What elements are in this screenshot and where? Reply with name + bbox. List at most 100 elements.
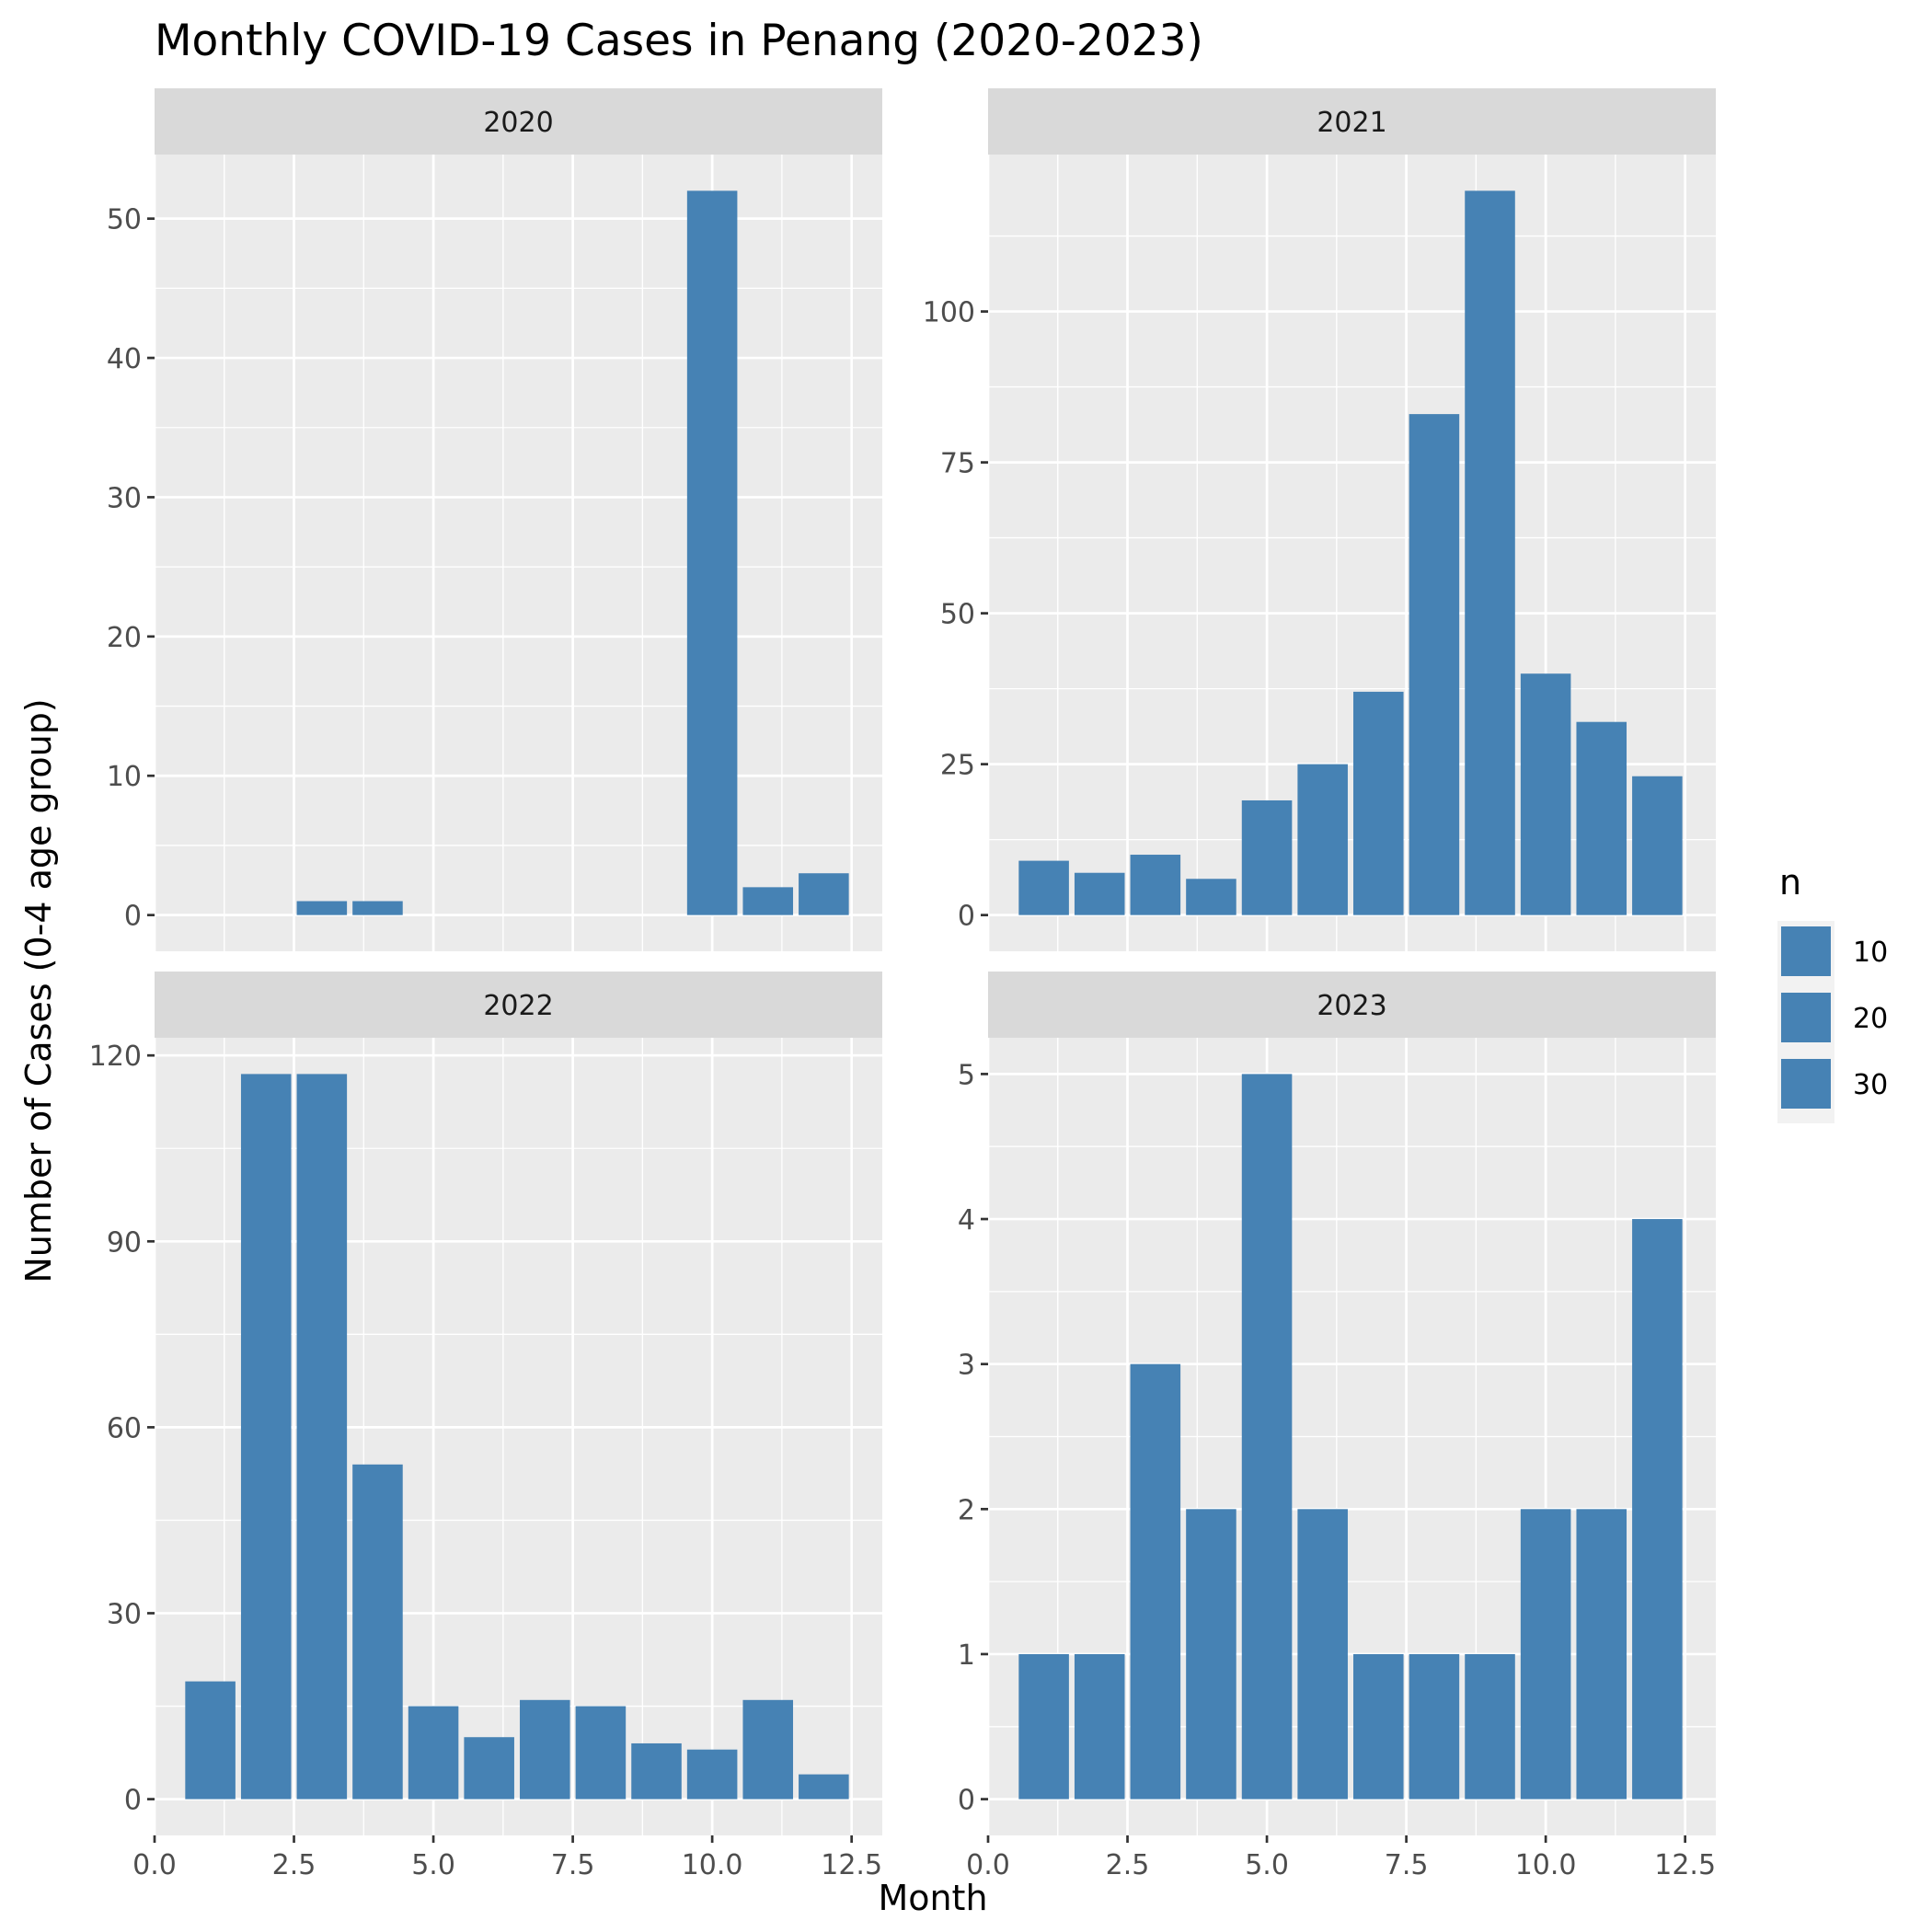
y-tick-label: 1 <box>958 1639 975 1672</box>
bar-2022-month-7 <box>520 1699 570 1800</box>
x-tick-label: 7.5 <box>551 1849 595 1881</box>
bar-2021-month-4 <box>1186 879 1236 915</box>
legend-label: 20 <box>1853 1003 1888 1035</box>
facet-strip-label: 2020 <box>483 107 553 139</box>
bar-2021-month-6 <box>1297 764 1348 915</box>
chart-title: Monthly COVID-19 Cases in Penang (2020-2… <box>155 16 1203 66</box>
bar-2022-month-6 <box>464 1737 514 1800</box>
facet-strip-label: 2023 <box>1317 990 1386 1022</box>
facet-panels: 2020010203040502021025507510020220306090… <box>89 88 1716 1881</box>
y-tick-label: 30 <box>107 1598 142 1630</box>
x-tick-label: 0.0 <box>132 1849 177 1881</box>
x-tick-label: 12.5 <box>821 1849 882 1881</box>
bar-2023-month-11 <box>1576 1509 1627 1800</box>
facet-strip-label: 2021 <box>1317 107 1386 139</box>
y-tick-label: 25 <box>940 750 975 782</box>
x-tick-label: 0.0 <box>966 1849 1010 1881</box>
y-tick-label: 0 <box>958 1785 975 1817</box>
x-tick-label: 10.0 <box>682 1849 743 1881</box>
bar-2022-month-4 <box>352 1464 403 1800</box>
y-tick-label: 0 <box>124 901 142 933</box>
bar-2020-month-3 <box>296 901 348 915</box>
y-axis-title: Number of Cases (0-4 age group) <box>18 698 59 1282</box>
bar-2022-month-12 <box>799 1774 849 1800</box>
x-tick-label: 2.5 <box>272 1849 316 1881</box>
bar-2021-month-11 <box>1576 721 1627 915</box>
bar-2023-month-1 <box>1018 1653 1069 1800</box>
y-tick-label: 0 <box>124 1785 142 1817</box>
facet-2021: 2021 0 25 50 75 100 <box>923 88 1716 951</box>
y-tick-label: 50 <box>940 599 975 631</box>
x-tick-label: 2.5 <box>1106 1849 1150 1881</box>
x-tick-label: 10.0 <box>1515 1849 1577 1881</box>
y-tick-label: 4 <box>958 1204 975 1236</box>
facet-2022: 2022 0 30 60 90 120 0.0 2.5 5.0 7.5 10.0 12.5 <box>89 972 882 1881</box>
x-tick-label: 7.5 <box>1385 1849 1429 1881</box>
legend-key <box>1781 993 1831 1042</box>
bar-2021-month-12 <box>1632 776 1683 915</box>
bar-2022-month-10 <box>686 1749 738 1800</box>
y-tick-label: 75 <box>940 448 975 480</box>
bar-2023-month-7 <box>1353 1653 1404 1800</box>
bar-2020-month-4 <box>352 901 403 915</box>
y-tick-label: 30 <box>107 482 142 514</box>
y-tick-label: 5 <box>958 1059 975 1091</box>
y-tick-label: 0 <box>958 901 975 933</box>
bar-2022-month-5 <box>408 1706 459 1800</box>
x-axis-title: Month <box>878 1878 987 1918</box>
legend: n 10 20 30 <box>1777 862 1888 1123</box>
bar-2020-month-10 <box>686 190 738 915</box>
bar-2023-month-2 <box>1074 1653 1125 1800</box>
y-tick-label: 3 <box>958 1350 975 1382</box>
facet-strip <box>988 972 1716 1038</box>
y-tick-label: 10 <box>107 761 142 793</box>
bar-2022-month-2 <box>240 1074 292 1800</box>
facet-strip <box>155 972 882 1038</box>
y-tick-label: 20 <box>107 622 142 654</box>
bar-2021-month-5 <box>1241 799 1293 915</box>
bar-2021-month-8 <box>1409 414 1460 915</box>
facet-strip-label: 2022 <box>483 990 553 1022</box>
bar-2023-month-9 <box>1465 1653 1515 1800</box>
facet-2020: 2020 0 10 20 30 40 50 <box>107 88 882 951</box>
legend-key <box>1781 926 1831 976</box>
bar-2023-month-3 <box>1130 1363 1181 1800</box>
bar-2021-month-9 <box>1465 190 1515 915</box>
x-tick-label: 5.0 <box>1245 1849 1289 1881</box>
facet-2023: 2023 0 1 2 3 4 5 0.0 2.5 5.0 7.5 10.0 12.5 <box>958 972 1716 1881</box>
bar-2022-month-1 <box>185 1681 236 1800</box>
bar-2020-month-11 <box>742 887 794 915</box>
y-tick-label: 2 <box>958 1494 975 1526</box>
bar-2021-month-3 <box>1130 855 1181 915</box>
bar-2020-month-12 <box>799 873 849 915</box>
y-tick-label: 60 <box>107 1412 142 1444</box>
bar-2022-month-9 <box>631 1742 682 1800</box>
facet-strip <box>988 88 1716 155</box>
y-tick-label: 100 <box>923 297 975 329</box>
panel-background <box>155 155 882 951</box>
bar-2021-month-10 <box>1520 673 1571 915</box>
legend-label: 10 <box>1853 937 1888 969</box>
y-tick-label: 120 <box>89 1041 142 1073</box>
legend-key <box>1781 1059 1831 1109</box>
bar-2022-month-3 <box>296 1074 348 1800</box>
bar-2022-month-8 <box>575 1706 627 1800</box>
legend-title: n <box>1779 862 1801 903</box>
x-tick-label: 12.5 <box>1654 1849 1716 1881</box>
bar-2022-month-11 <box>742 1699 794 1800</box>
x-tick-label: 5.0 <box>411 1849 455 1881</box>
bar-2023-month-10 <box>1520 1509 1571 1800</box>
bar-2023-month-4 <box>1186 1509 1236 1800</box>
bar-2023-month-5 <box>1241 1074 1293 1800</box>
bar-2023-month-6 <box>1297 1509 1348 1800</box>
bar-2021-month-2 <box>1074 872 1125 915</box>
y-tick-label: 90 <box>107 1226 142 1259</box>
bar-2023-month-8 <box>1409 1653 1460 1800</box>
bar-2021-month-1 <box>1018 860 1069 915</box>
legend-label: 30 <box>1853 1069 1888 1101</box>
facet-strip <box>155 88 882 155</box>
y-tick-label: 50 <box>107 204 142 236</box>
bar-2023-month-12 <box>1632 1219 1683 1800</box>
y-tick-label: 40 <box>107 343 142 375</box>
